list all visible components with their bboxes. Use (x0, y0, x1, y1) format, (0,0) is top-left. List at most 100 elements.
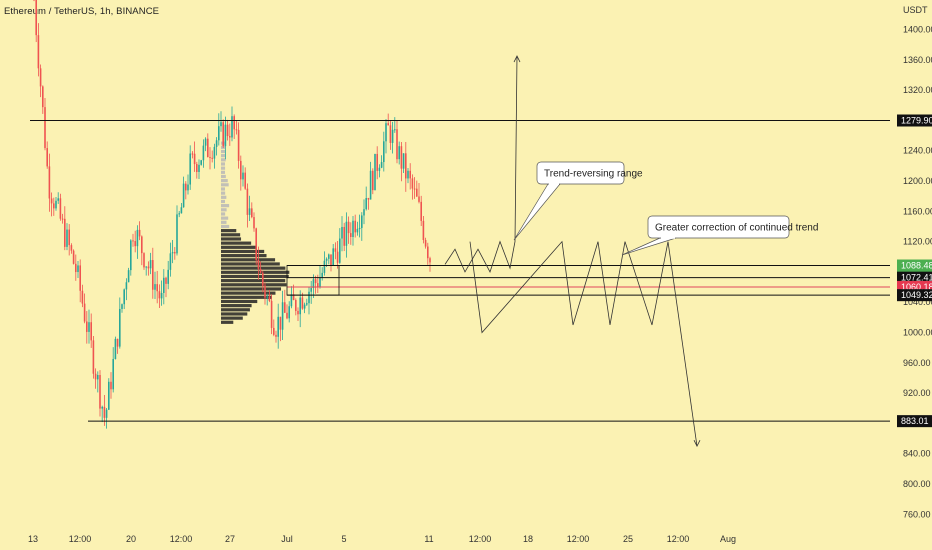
candle (180, 202, 183, 214)
candle (147, 261, 150, 276)
candle (253, 212, 255, 232)
candle (350, 222, 352, 245)
annotation-text: Greater correction of continued trend (655, 223, 818, 234)
candle (259, 261, 262, 274)
price-tag-label: 883.01 (901, 416, 929, 426)
x-tick-label: 18 (523, 534, 533, 544)
y-tick-label: 1360.00 (903, 55, 932, 65)
candle (64, 206, 66, 251)
candle (224, 116, 227, 160)
candle (416, 180, 418, 198)
x-tick-label: 20 (126, 534, 136, 544)
candle (213, 143, 216, 169)
candle (402, 153, 405, 173)
horizontal-levels (30, 120, 890, 422)
candle (116, 338, 119, 354)
candle (97, 371, 99, 393)
candle (343, 222, 345, 252)
candle (156, 270, 158, 304)
volume-profile-bar (221, 270, 290, 274)
candle (288, 301, 290, 323)
candle (79, 259, 81, 303)
volume-profile-bar (221, 179, 228, 183)
candle (231, 106, 233, 142)
volume-profile-bar (221, 154, 225, 158)
range-box (286, 265, 340, 296)
candle (394, 117, 396, 133)
candle (222, 119, 224, 148)
x-axis: 13 12:00 20 12:00 27 Jul 5 11 12:00 18 12:00 25 12:0… (28, 534, 736, 544)
candle (33, 0, 35, 2)
candle (209, 147, 211, 170)
volume-profile-bar (221, 316, 243, 320)
candle (310, 280, 312, 304)
candle (273, 319, 275, 337)
x-tick-label: 12:00 (170, 534, 193, 544)
candle (321, 267, 323, 281)
candle (50, 192, 53, 217)
candle (167, 260, 169, 290)
candle (237, 122, 240, 169)
candle (330, 254, 332, 272)
candle (400, 141, 403, 182)
candle (218, 113, 220, 146)
volume-profile-bar (221, 237, 242, 241)
x-tick-label: 27 (225, 534, 235, 544)
volume-profile-bar (221, 216, 229, 220)
volume-profile-bar (221, 204, 230, 208)
annotation-text: Trend-reversing range (544, 169, 643, 180)
volume-profile-bar (221, 149, 225, 154)
candle (204, 137, 207, 152)
price-tag-label: 1049.32 (901, 290, 932, 300)
candle (42, 85, 44, 114)
candle (413, 177, 416, 199)
volume-profile-bar (221, 279, 286, 283)
candle (171, 240, 174, 264)
candle (53, 197, 55, 216)
annotations: Trend-reversing range Greater correction … (513, 161, 818, 256)
candle (176, 205, 178, 256)
candle (319, 265, 321, 289)
candle (165, 276, 167, 298)
candle (339, 228, 341, 264)
candle (279, 316, 282, 342)
candle (94, 368, 97, 389)
annotation-callout: Greater correction of continued trend (621, 215, 818, 256)
candle (44, 97, 46, 151)
candle (407, 167, 409, 184)
candle (334, 242, 337, 260)
candle (424, 237, 427, 249)
candle (182, 176, 185, 208)
volume-profile-bar (221, 304, 252, 308)
candle (130, 239, 132, 276)
candle (215, 137, 218, 156)
candle (336, 241, 339, 269)
candle (286, 304, 288, 320)
volume-profile-bar (221, 274, 289, 279)
price-tag-label: 1060.18 (901, 282, 932, 292)
candle (163, 269, 165, 305)
candle (405, 142, 407, 192)
volume-profile-bar (221, 224, 230, 229)
price-tag (897, 114, 932, 127)
candle-series (33, 0, 431, 429)
candle (297, 307, 299, 322)
candle (35, 0, 37, 43)
candle (308, 287, 310, 315)
volume-profile-bar (221, 220, 227, 224)
price-tag (897, 271, 932, 284)
volume-profile-bar (221, 299, 258, 304)
candle (202, 139, 205, 168)
y-tick-label: 1160.00 (903, 206, 932, 216)
x-tick-label: Jul (281, 534, 293, 544)
candle (66, 223, 68, 251)
candle (427, 242, 429, 265)
candle (189, 145, 191, 190)
candle (158, 284, 161, 308)
price-tag-label: 1088.48 (901, 261, 932, 271)
candle (229, 123, 231, 146)
candle (187, 174, 189, 195)
volume-profile-bar (221, 308, 250, 312)
candle (389, 120, 392, 150)
